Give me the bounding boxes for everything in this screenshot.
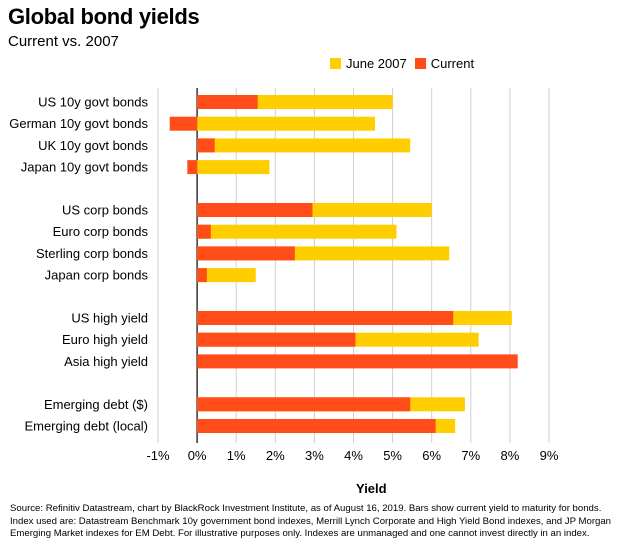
x-tick-label: -1% bbox=[146, 448, 170, 463]
legend-swatch-current bbox=[414, 58, 426, 69]
bar-current bbox=[197, 95, 258, 109]
chart-title: Global bond yields bbox=[8, 4, 200, 29]
category-label: US corp bonds bbox=[62, 203, 148, 218]
bar-june-2007 bbox=[197, 224, 397, 239]
category-label: Sterling corp bonds bbox=[36, 246, 149, 261]
category-label: US high yield bbox=[71, 311, 148, 326]
bar-current bbox=[197, 311, 454, 325]
x-tick-label: 9% bbox=[540, 448, 559, 463]
bar-current bbox=[197, 138, 215, 153]
bar-current bbox=[197, 332, 356, 347]
legend-item-june-2007: June 2007 bbox=[330, 56, 407, 71]
bar-current bbox=[187, 160, 198, 175]
bar-june-2007 bbox=[197, 268, 256, 283]
category-label: Euro high yield bbox=[62, 332, 148, 347]
bar-current bbox=[197, 203, 313, 217]
chart-subtitle: Current vs. 2007 bbox=[8, 33, 119, 50]
x-tick-label: 5% bbox=[383, 448, 402, 463]
bar-current bbox=[197, 419, 436, 433]
category-label: Asia high yield bbox=[64, 354, 148, 369]
x-tick-label: 3% bbox=[305, 448, 324, 463]
bar-current bbox=[197, 354, 518, 369]
x-tick-label: 4% bbox=[344, 448, 363, 463]
category-label: Euro corp bonds bbox=[53, 224, 149, 239]
category-label: Emerging debt ($) bbox=[44, 397, 148, 412]
legend: June 2007 Current bbox=[330, 56, 482, 71]
legend-item-current: Current bbox=[414, 56, 475, 71]
bar-current bbox=[197, 268, 207, 283]
category-label: UK 10y govt bonds bbox=[38, 138, 148, 153]
category-label: US 10y govt bonds bbox=[38, 95, 148, 110]
legend-swatch-june-2007 bbox=[330, 58, 341, 69]
bar-june-2007 bbox=[197, 116, 376, 131]
bar-current bbox=[197, 246, 295, 261]
x-tick-label: 8% bbox=[501, 448, 520, 463]
category-label: Japan corp bonds bbox=[45, 268, 149, 283]
bar-chart: -1% 0% 1% 2% 3% 4% 5% 6% 7% 8% 9% US 10y govt bonds… bbox=[9, 88, 559, 463]
bar-current bbox=[197, 397, 411, 412]
bar-june-2007 bbox=[197, 160, 270, 175]
source-note: Source: Refinitiv Datastream, chart by B… bbox=[10, 503, 612, 539]
x-tick-label: 7% bbox=[461, 448, 480, 463]
x-axis-label: Yield bbox=[356, 481, 387, 496]
x-tick-label: 2% bbox=[266, 448, 285, 463]
x-tick-label: 0% bbox=[188, 448, 207, 463]
legend-label-current: Current bbox=[430, 56, 475, 71]
x-tick-label: 1% bbox=[227, 448, 246, 463]
category-label: German 10y govt bonds bbox=[9, 116, 148, 131]
category-label: Japan 10y govt bonds bbox=[21, 160, 149, 175]
bar-june-2007 bbox=[197, 138, 411, 153]
legend-label-june-2007: June 2007 bbox=[346, 56, 407, 71]
bar-current bbox=[169, 116, 198, 131]
x-tick-label: 6% bbox=[422, 448, 441, 463]
bar-current bbox=[197, 224, 211, 239]
category-label: Emerging debt (local) bbox=[24, 419, 148, 434]
